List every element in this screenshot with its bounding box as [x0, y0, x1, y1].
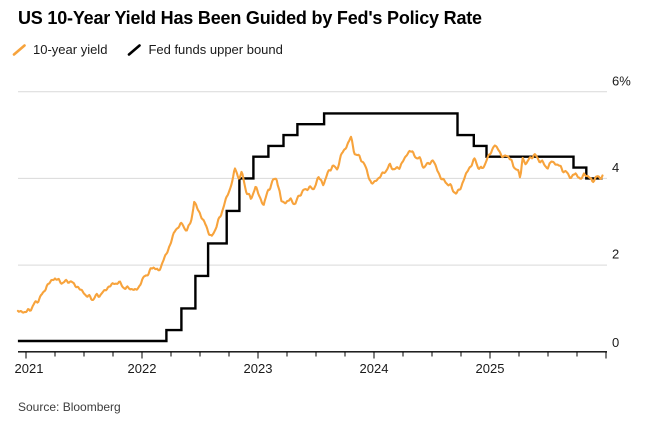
y-axis-label-2: 2	[612, 247, 619, 262]
x-axis-label-2023: 2023	[244, 361, 273, 376]
fed-funds-line-marker-icon	[128, 43, 142, 56]
legend-label-10-year-yield: 10-year yield	[33, 42, 108, 57]
yield-line-marker-icon	[12, 43, 26, 56]
x-axis-label-2021: 2021	[15, 361, 44, 376]
gridlines	[18, 91, 607, 353]
legend-label-fed-funds: Fed funds upper bound	[148, 42, 283, 57]
fed-funds-step-line	[17, 112, 603, 343]
y-axis-label-0: 0	[612, 335, 619, 350]
ten-year-yield-line	[16, 135, 604, 314]
chart-title: US 10-Year Yield Has Been Guided by Fed'…	[18, 8, 482, 28]
y-axis-label-4: 4	[612, 160, 619, 175]
y-axis-label-6pct: 6%	[612, 74, 631, 89]
chart-legend: 10-year yield Fed funds upper bound	[12, 42, 283, 57]
source-note: Source: Bloomberg	[18, 400, 121, 414]
x-axis-label-2025: 2025	[476, 361, 505, 376]
x-axis-label-2022: 2022	[128, 361, 157, 376]
legend-item-fed-funds: Fed funds upper bound	[127, 42, 283, 57]
x-axis-label-2024: 2024	[360, 361, 389, 376]
x-axis-ticks	[25, 352, 607, 359]
legend-item-10-year-yield: 10-year yield	[12, 42, 107, 57]
